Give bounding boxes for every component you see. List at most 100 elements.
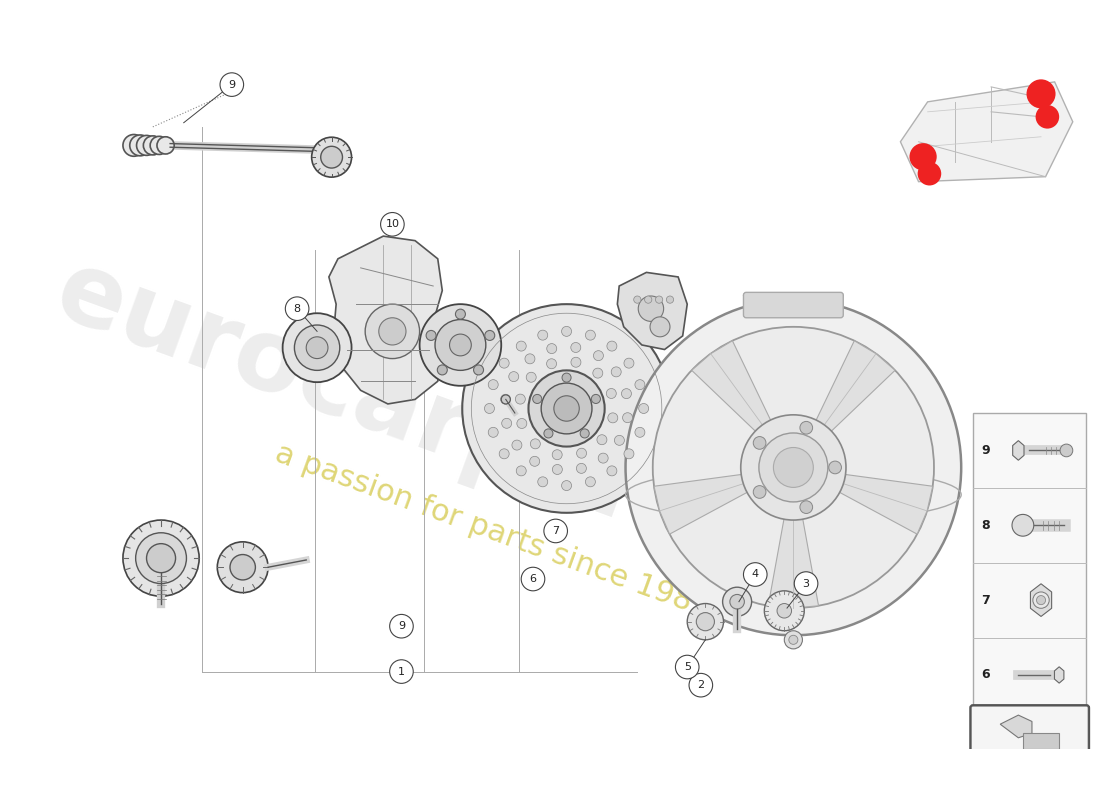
Circle shape	[612, 367, 621, 377]
Circle shape	[1036, 595, 1046, 605]
Polygon shape	[839, 474, 933, 534]
Circle shape	[607, 466, 617, 476]
Circle shape	[321, 146, 342, 168]
Text: 8: 8	[981, 518, 990, 532]
Circle shape	[230, 554, 255, 580]
Circle shape	[532, 394, 542, 403]
Circle shape	[571, 342, 581, 353]
Circle shape	[639, 403, 649, 414]
Circle shape	[450, 334, 471, 356]
Circle shape	[295, 325, 340, 370]
Circle shape	[143, 136, 163, 155]
Circle shape	[516, 341, 526, 351]
Circle shape	[626, 300, 961, 635]
Circle shape	[764, 591, 804, 630]
Circle shape	[306, 337, 328, 358]
Circle shape	[123, 134, 145, 156]
Text: eurocarparts: eurocarparts	[43, 243, 760, 583]
Circle shape	[688, 603, 724, 640]
Circle shape	[562, 481, 572, 490]
Circle shape	[502, 395, 510, 404]
Circle shape	[585, 330, 595, 340]
Text: 8: 8	[294, 304, 300, 314]
Circle shape	[1060, 444, 1072, 457]
Circle shape	[656, 296, 662, 303]
Polygon shape	[1055, 667, 1064, 683]
Bar	[974, 753, 1087, 790]
Circle shape	[554, 396, 580, 421]
Circle shape	[634, 296, 641, 303]
Circle shape	[789, 635, 797, 644]
Circle shape	[488, 380, 498, 390]
Circle shape	[157, 137, 174, 154]
Circle shape	[696, 613, 714, 630]
Circle shape	[547, 344, 557, 354]
Circle shape	[571, 358, 581, 367]
Text: 1: 1	[398, 666, 405, 677]
Circle shape	[515, 394, 526, 404]
Circle shape	[389, 614, 414, 638]
Polygon shape	[768, 519, 818, 608]
Circle shape	[754, 486, 766, 498]
Polygon shape	[901, 82, 1072, 182]
Circle shape	[593, 350, 604, 361]
Text: 2: 2	[697, 680, 704, 690]
Circle shape	[607, 341, 617, 351]
Circle shape	[606, 389, 616, 398]
Circle shape	[500, 394, 510, 404]
Polygon shape	[1031, 584, 1052, 617]
Circle shape	[1033, 592, 1049, 608]
Text: 9: 9	[981, 444, 990, 457]
Circle shape	[389, 660, 414, 683]
Circle shape	[652, 327, 934, 608]
Circle shape	[521, 567, 544, 591]
Circle shape	[592, 394, 601, 403]
Circle shape	[593, 368, 603, 378]
Circle shape	[488, 427, 498, 438]
Circle shape	[730, 594, 745, 609]
Circle shape	[552, 465, 562, 474]
Circle shape	[526, 372, 536, 382]
Circle shape	[784, 630, 802, 649]
Circle shape	[645, 296, 652, 303]
Circle shape	[502, 418, 512, 428]
Text: 5: 5	[684, 662, 691, 672]
Text: 6: 6	[529, 574, 537, 584]
Circle shape	[754, 437, 766, 450]
Circle shape	[509, 372, 519, 382]
Circle shape	[220, 73, 243, 97]
Text: 9: 9	[228, 80, 235, 90]
Polygon shape	[1023, 734, 1059, 749]
Circle shape	[547, 358, 557, 369]
Circle shape	[484, 403, 494, 414]
Circle shape	[530, 439, 540, 449]
Circle shape	[580, 429, 590, 438]
Circle shape	[615, 435, 625, 446]
Text: a passion for parts since 1985: a passion for parts since 1985	[271, 438, 714, 623]
Circle shape	[474, 365, 484, 375]
FancyBboxPatch shape	[744, 292, 844, 318]
Polygon shape	[816, 341, 895, 431]
Circle shape	[597, 434, 607, 445]
Circle shape	[608, 413, 618, 423]
Circle shape	[759, 433, 828, 502]
Text: 4: 4	[751, 570, 759, 579]
Circle shape	[365, 304, 419, 358]
Circle shape	[623, 413, 632, 422]
Circle shape	[773, 447, 813, 487]
Circle shape	[530, 456, 540, 466]
Circle shape	[689, 674, 713, 697]
Circle shape	[744, 562, 767, 586]
Circle shape	[794, 572, 818, 595]
Circle shape	[552, 450, 562, 460]
Circle shape	[419, 304, 502, 386]
Circle shape	[151, 136, 168, 154]
Circle shape	[543, 429, 553, 438]
Circle shape	[543, 519, 568, 542]
Circle shape	[800, 422, 813, 434]
Circle shape	[562, 326, 572, 336]
Text: 7: 7	[552, 526, 559, 536]
Circle shape	[499, 358, 509, 368]
Circle shape	[1026, 79, 1056, 108]
Circle shape	[381, 213, 404, 236]
